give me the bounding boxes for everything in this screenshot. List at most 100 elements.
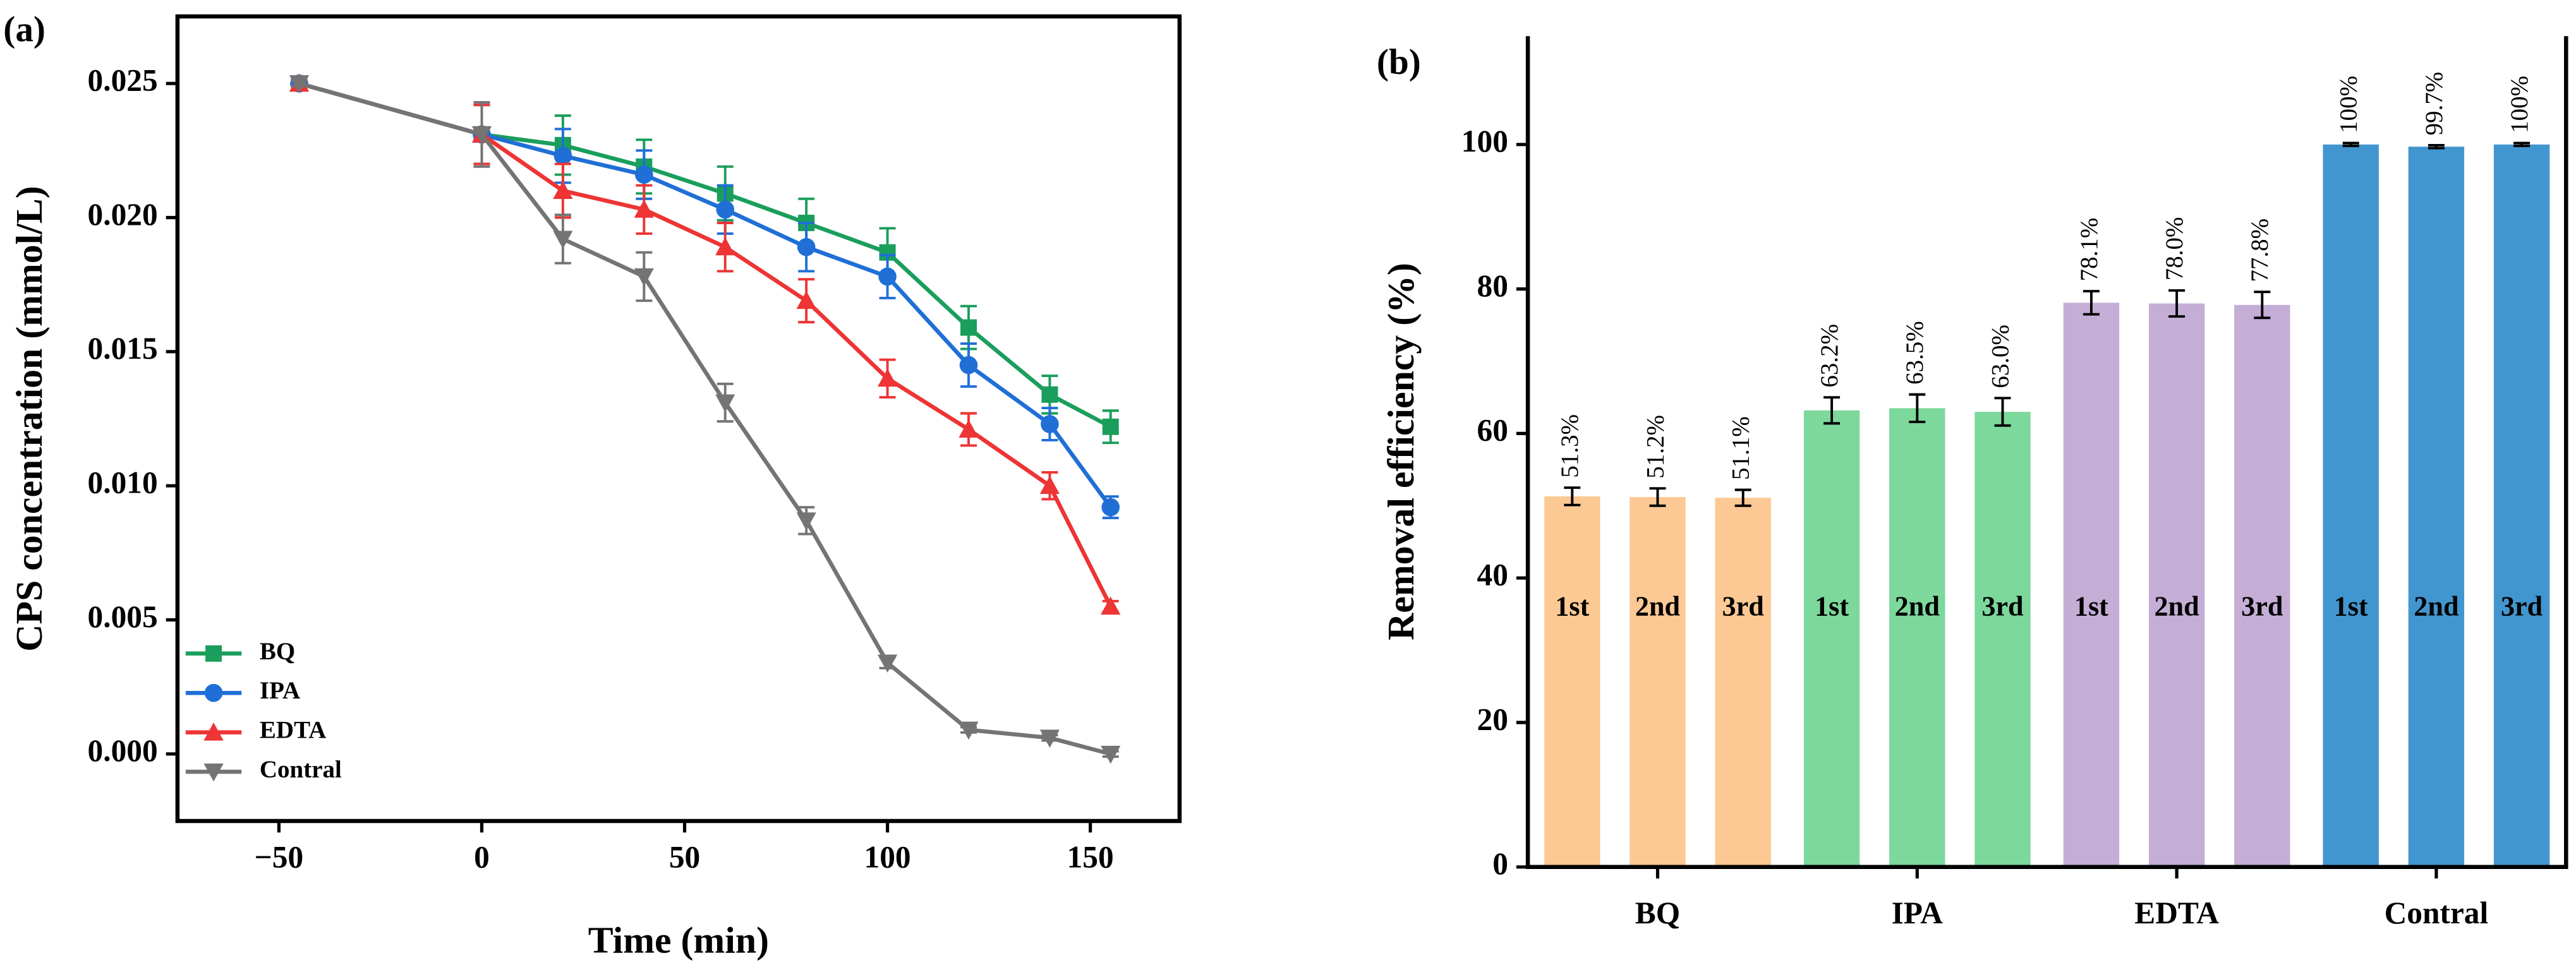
value-label: 63.5% [1901, 321, 1928, 385]
y-axis-label: Removal efficiency (%) [1380, 263, 1422, 640]
legend-label: Contral [260, 756, 342, 783]
x-tick-label: −50 [255, 840, 304, 875]
y-tick-label: 60 [1477, 413, 1508, 448]
x-tick-label: 100 [864, 840, 911, 875]
value-label: 78.0% [2161, 217, 2188, 281]
bar-run-label: 3rd [2241, 591, 2283, 622]
marker [634, 268, 654, 287]
value-label: 78.1% [2076, 218, 2103, 282]
panel-label: (b) [1377, 42, 1421, 82]
error-bar [2513, 141, 2531, 148]
marker [1101, 745, 1121, 764]
error-bar [1564, 486, 1581, 506]
legend-marker [203, 764, 224, 782]
error-bar [2254, 291, 2271, 320]
y-tick-label: 100 [1461, 124, 1508, 159]
marker [635, 165, 653, 184]
x-tick-label: 0 [474, 840, 490, 875]
series-line [298, 81, 1113, 608]
y-tick-label: 0.025 [88, 63, 158, 98]
bar-run-label: 2nd [2414, 591, 2459, 622]
bar [1803, 410, 1860, 867]
value-label: 100% [2335, 76, 2362, 133]
bar [1544, 496, 1600, 867]
value-label: 51.1% [1727, 416, 1755, 480]
x-tick-label: IPA [1892, 896, 1944, 930]
bar [2493, 144, 2550, 867]
value-label: 99.7% [2421, 72, 2448, 136]
marker [471, 126, 492, 145]
bar-run-label: 2nd [2154, 591, 2199, 622]
legend-label: BQ [260, 638, 295, 665]
x-axis-label: Time (min) [588, 920, 769, 961]
error-bar [1734, 488, 1751, 507]
error-bar [1909, 393, 1926, 424]
marker [877, 654, 898, 673]
error-bar [2083, 290, 2100, 316]
bar-run-label: 1st [2334, 591, 2368, 622]
error-bar [2342, 141, 2359, 148]
marker [715, 394, 735, 413]
marker [553, 147, 572, 165]
value-label: 63.2% [1816, 324, 1843, 388]
series-line [298, 81, 1113, 509]
axes [1525, 36, 2568, 870]
x-tick-label: 50 [669, 840, 700, 875]
marker [553, 181, 573, 200]
value-label: 63.0% [1986, 325, 2014, 388]
series-line [298, 81, 1111, 756]
marker [960, 319, 977, 336]
value-label: 51.2% [1642, 415, 1669, 479]
y-tick-label: 20 [1477, 702, 1508, 736]
bar [2234, 304, 2290, 867]
marker [878, 267, 897, 286]
y-tick-label: 80 [1477, 268, 1508, 303]
bar [2148, 303, 2205, 867]
error-bar [1994, 397, 2011, 427]
legend-marker [204, 683, 223, 702]
x-tick-label: BQ [1635, 896, 1680, 930]
marker [289, 75, 310, 93]
bar-run-label: 3rd [1981, 591, 2024, 622]
legend-label: IPA [260, 677, 300, 704]
bar [2408, 147, 2465, 867]
y-axis-label: CPS concentration (mmol/L) [8, 186, 50, 651]
marker [716, 200, 735, 219]
x-tick-label: EDTA [2134, 896, 2219, 930]
marker [1101, 498, 1120, 517]
marker [634, 200, 654, 218]
bar [1715, 498, 1771, 867]
marker [958, 721, 979, 740]
y-tick-label: 0.005 [88, 599, 158, 634]
marker [1039, 729, 1060, 748]
bar-run-label: 1st [2074, 591, 2108, 622]
value-label: 77.8% [2246, 219, 2273, 282]
legend-marker [205, 645, 222, 662]
marker [1041, 415, 1059, 433]
y-tick-label: 0.020 [88, 197, 158, 232]
marker [959, 356, 978, 375]
y-tick-label: 40 [1477, 558, 1508, 592]
panel-label: (a) [3, 9, 45, 49]
value-label: 100% [2506, 76, 2533, 133]
y-tick-label: 0.000 [88, 733, 158, 768]
bar-run-label: 3rd [1722, 591, 1765, 622]
error-bar [1649, 487, 1666, 507]
plot-frame [175, 14, 1182, 824]
legend-marker [203, 722, 224, 741]
bar-run-label: 2nd [1635, 591, 1681, 622]
marker [1041, 386, 1058, 403]
marker [797, 237, 816, 256]
bar-run-label: 2nd [1895, 591, 1940, 622]
error-bar [2428, 143, 2445, 150]
bar [2063, 303, 2120, 867]
series-line [298, 81, 1112, 429]
x-tick-label: 150 [1067, 840, 1114, 875]
marker [1102, 418, 1119, 435]
bar [1630, 497, 1686, 867]
error-bar [2168, 289, 2186, 318]
legend-label: EDTA [260, 717, 326, 744]
bar-run-label: 1st [1815, 591, 1849, 622]
y-tick-label: 0.010 [88, 465, 158, 500]
